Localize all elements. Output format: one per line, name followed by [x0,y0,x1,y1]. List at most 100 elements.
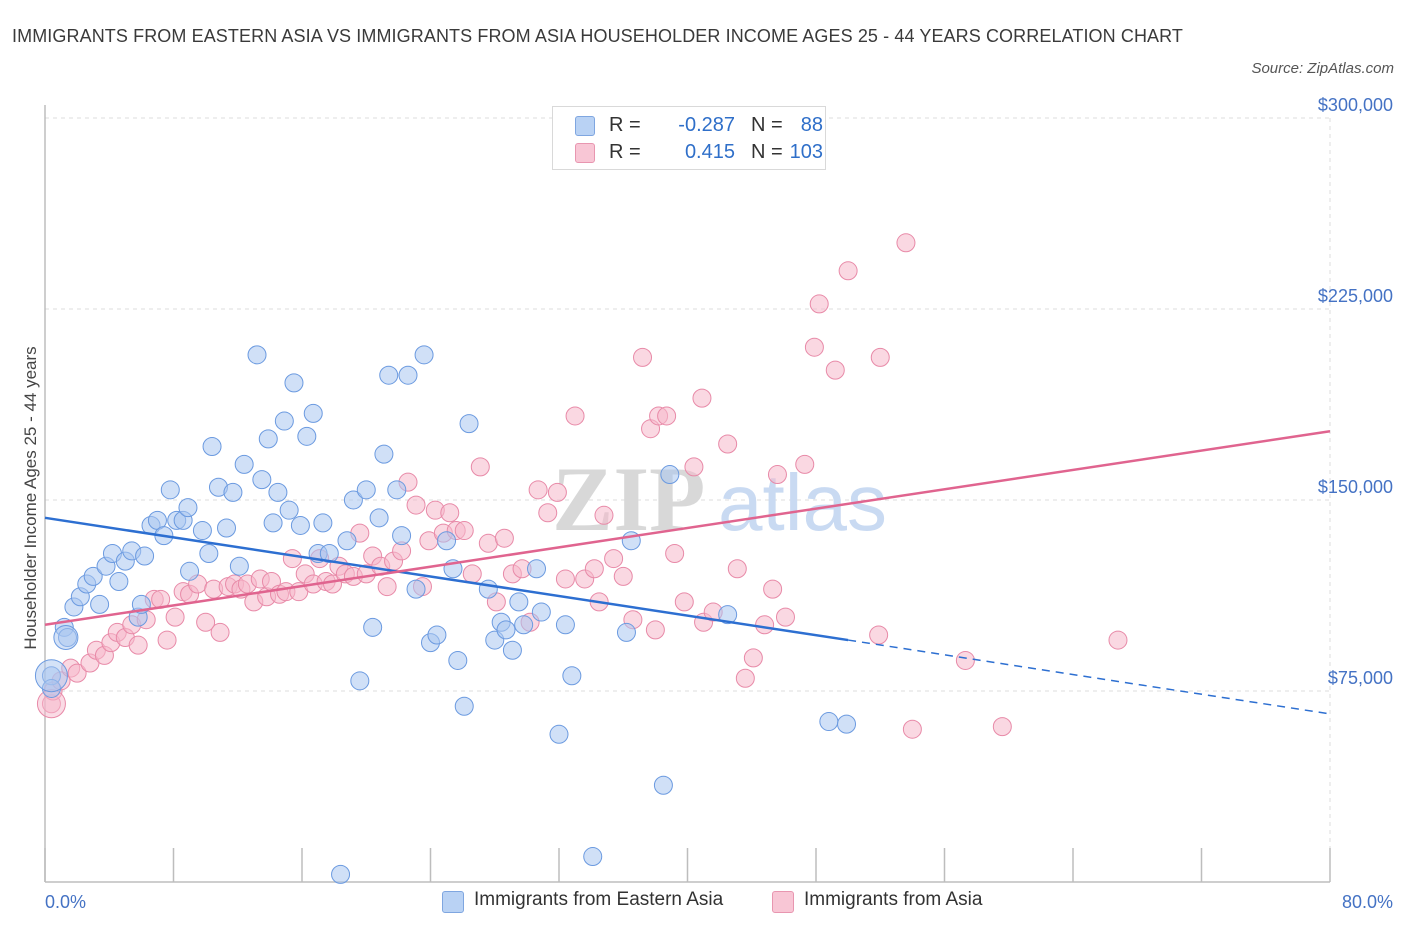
point-asia [665,543,685,563]
point-eastern-asia [350,671,370,691]
trend-line-eastern-asia [44,516,849,642]
point-eastern-asia [427,625,447,645]
point-asia [67,663,87,683]
bottom-legend-swatch-pink [772,891,794,913]
point-eastern-asia [290,515,310,535]
point-asia [645,620,665,640]
point-eastern-asia [258,429,278,449]
point-eastern-asia [109,571,129,591]
point-eastern-asia [303,403,323,423]
series-eastern-asia-points [34,345,857,884]
point-asia [763,579,783,599]
point-asia [718,434,738,454]
point-asia [735,668,755,688]
bottom-legend-label: Immigrants from Eastern Asia [474,889,724,910]
point-eastern-asia [448,650,468,670]
point-asia [767,465,787,485]
point-eastern-asia [583,847,603,867]
point-eastern-asia [616,622,636,642]
point-asia [955,650,975,670]
point-asia [584,559,604,579]
point-asia [809,294,829,314]
point-asia [157,630,177,650]
point-eastern-asia [83,566,103,586]
point-eastern-asia [263,513,283,533]
point-asia [795,454,815,474]
x-tick-label: 80.0% [1342,892,1393,912]
point-eastern-asia [562,666,582,686]
point-asia [210,622,230,642]
point-eastern-asia [217,518,237,538]
point-asia [825,360,845,380]
point-asia [406,495,426,515]
point-asia [128,635,148,655]
legend-n-label: N = [751,114,783,136]
x-tick-labels: 0.0% 80.0% [45,892,1393,912]
point-asia [896,233,916,253]
y-tick-label: $75,000 [1328,668,1393,688]
point-asia [547,482,567,502]
point-eastern-asia [718,605,738,625]
y-axis-title: Householder Income Ages 25 - 44 years [21,346,40,649]
axes [44,105,1331,883]
legend-swatch-blue [575,116,595,136]
point-eastern-asia [387,480,407,500]
point-eastern-asia [247,345,267,365]
point-asia [902,719,922,739]
point-eastern-asia [369,508,389,528]
point-eastern-asia [819,712,839,732]
point-eastern-asia [252,470,272,490]
y-tick-label: $300,000 [1318,95,1393,115]
point-asia [869,625,889,645]
point-eastern-asia [34,659,68,693]
point-eastern-asia [343,490,363,510]
point-eastern-asia [379,365,399,385]
point-eastern-asia [356,480,376,500]
point-eastern-asia [514,615,534,635]
point-eastern-asia [392,526,412,546]
point-eastern-asia [229,556,249,576]
legend-n-value: 88 [800,114,823,136]
point-eastern-asia [160,480,180,500]
point-eastern-asia [223,482,243,502]
point-eastern-asia [192,521,212,541]
point-eastern-asia [549,724,569,744]
point-asia [838,261,858,281]
point-eastern-asia [502,640,522,660]
bottom-legend-swatch-blue [442,891,464,913]
legend-r-label: R = [609,141,641,163]
point-eastern-asia [527,559,547,579]
stats-legend: R = -0.287 N = 88 R = 0.415 N = 103 [552,106,826,170]
point-asia [657,406,677,426]
y-tick-labels: $75,000 $150,000 $225,000 $300,000 [1318,95,1393,688]
legend-n-value: 103 [789,141,823,163]
point-eastern-asia [274,411,294,431]
legend-r-label: R = [609,114,641,136]
point-asia [196,612,216,632]
point-asia [870,347,890,367]
point-asia [470,457,490,477]
point-eastern-asia [653,775,673,795]
point-asia [684,457,704,477]
point-eastern-asia [509,592,529,612]
point-eastern-asia [437,531,457,551]
point-asia [594,505,614,525]
point-eastern-asia [374,444,394,464]
trend-line-asia [44,430,1331,627]
point-asia [478,533,498,553]
watermark: ZIP atlas [552,448,887,550]
point-eastern-asia [459,414,479,434]
point-eastern-asia [531,602,551,622]
point-asia [804,337,824,357]
chart-title: IMMIGRANTS FROM EASTERN ASIA VS IMMIGRAN… [12,26,1184,46]
point-asia [743,648,763,668]
point-eastern-asia [406,579,426,599]
point-eastern-asia [279,500,299,520]
point-asia [633,347,653,367]
point-eastern-asia [398,365,418,385]
point-eastern-asia [297,426,317,446]
point-asia [165,607,185,627]
point-asia [1108,630,1128,650]
legend-r-value: -0.287 [678,114,735,136]
